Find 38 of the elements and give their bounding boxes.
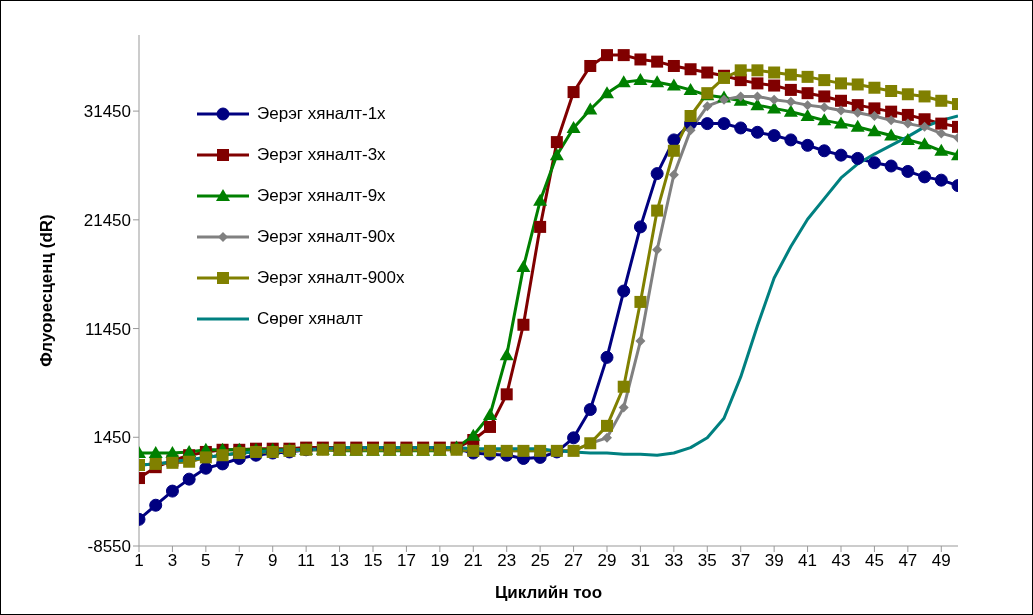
- x-tick-label: 43: [831, 551, 851, 571]
- x-tick-label: 21: [463, 551, 483, 571]
- x-tick-label: 25: [530, 551, 550, 571]
- x-tick-label: 37: [731, 551, 751, 571]
- x-tick-label: 27: [564, 551, 584, 571]
- x-tick-label: 47: [898, 551, 918, 571]
- y-tick-label: 31450: [83, 102, 131, 122]
- y-tick-label: -8550: [87, 537, 131, 557]
- x-axis-title: Циклийн тоо: [494, 583, 603, 602]
- x-tick-label: 49: [931, 551, 951, 571]
- legend-label: Сөрөг хяналт: [257, 308, 363, 329]
- x-tick-label: 3: [167, 551, 178, 571]
- legend-label: Эерэг хяналт-3x: [257, 144, 386, 165]
- y-tick-label: 11450: [84, 319, 131, 339]
- x-tick-label: 31: [630, 551, 650, 571]
- y-tick-label: 1450: [93, 428, 131, 448]
- x-tick-label: 41: [798, 551, 818, 571]
- x-tick-label: 39: [764, 551, 784, 571]
- x-tick-label: 29: [597, 551, 617, 571]
- x-tick-label: 23: [497, 551, 517, 571]
- y-axis-title: Флуоресценц (dR): [37, 214, 57, 367]
- x-tick-label: 13: [330, 551, 350, 571]
- legend-label: Эерэг хяналт-90x: [257, 226, 396, 247]
- x-tick-label: 17: [396, 551, 416, 571]
- x-tick-label: 33: [664, 551, 684, 571]
- legend-label: Эерэг хяналт-900x: [257, 267, 405, 288]
- legend-label: Эерэг хяналт-9x: [257, 185, 386, 206]
- y-tick-label: 21450: [83, 210, 131, 230]
- x-tick-label: 1: [134, 551, 144, 571]
- x-tick-label: 19: [430, 551, 450, 571]
- x-tick-label: 15: [363, 551, 383, 571]
- legend-label: Эерэг хяналт-1x: [257, 103, 386, 124]
- x-tick-label: 45: [864, 551, 884, 571]
- x-tick-label: 35: [697, 551, 717, 571]
- x-tick-label: 9: [267, 551, 278, 571]
- x-tick-label: 5: [201, 551, 211, 571]
- x-tick-label: 11: [297, 551, 315, 571]
- x-tick-label: 7: [234, 551, 245, 571]
